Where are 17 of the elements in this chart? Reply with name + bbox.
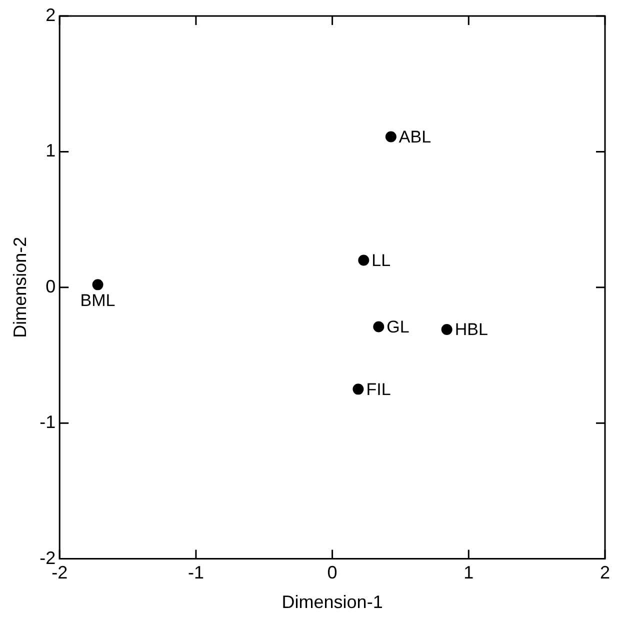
y-tick-label: -2 xyxy=(40,548,56,568)
x-tick-label: 2 xyxy=(600,562,610,583)
annotation: LL xyxy=(372,250,391,270)
x-tick-label: -1 xyxy=(188,562,204,583)
annotation: HBL xyxy=(454,320,488,340)
y-tick-label: 2 xyxy=(46,4,56,25)
annotation: BML xyxy=(80,290,116,310)
x-axis-title: Dimension-1 xyxy=(282,592,383,612)
y-axis-title: Dimension-2 xyxy=(10,236,30,338)
annotation: ABL xyxy=(398,127,432,146)
x-tick-label: 0 xyxy=(327,562,338,583)
y-tick-label: 0 xyxy=(46,276,56,296)
y-tick-label: 1 xyxy=(46,140,56,161)
x-tick-label: 1 xyxy=(464,562,474,583)
y-tick-label: -1 xyxy=(40,412,56,432)
annotation: FIL xyxy=(366,380,391,399)
annotation: GL xyxy=(386,317,410,336)
